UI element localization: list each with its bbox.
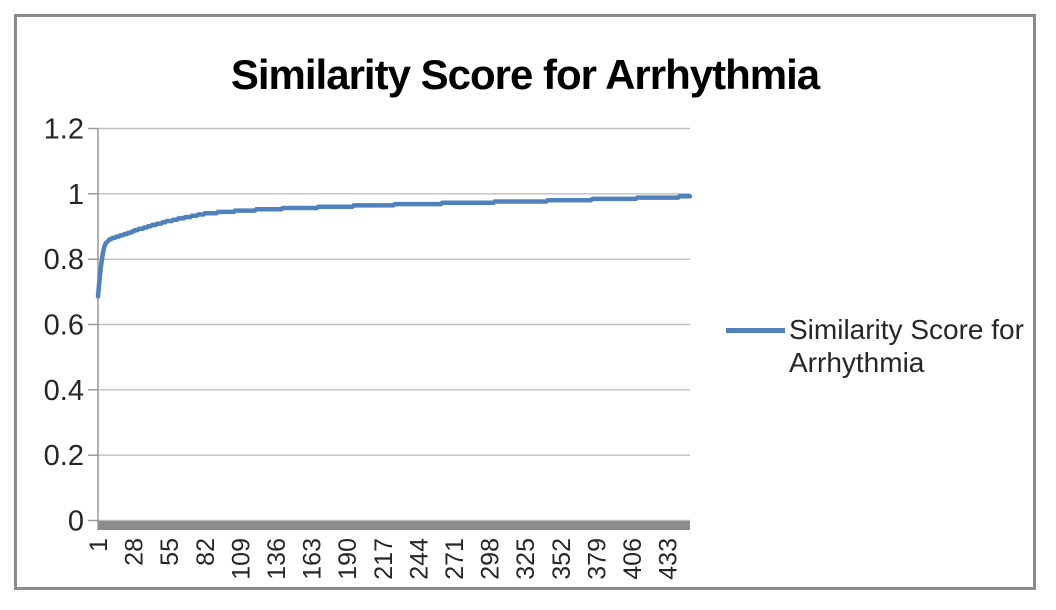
x-tick-label: 352 xyxy=(548,538,576,580)
x-axis-thick-bar xyxy=(98,521,690,530)
x-tick-label: 406 xyxy=(619,538,647,580)
x-tick-label: 190 xyxy=(334,538,362,580)
legend-label-line2: Arrhythmia xyxy=(789,347,925,378)
x-tick-label: 379 xyxy=(583,538,611,580)
x-tick-label: 55 xyxy=(156,538,184,566)
y-tick-label: 0.6 xyxy=(44,310,84,342)
x-tick-label: 163 xyxy=(299,538,327,580)
series-line xyxy=(95,194,693,299)
x-tick-label: 325 xyxy=(512,538,540,580)
y-tick-label: 1.2 xyxy=(44,114,84,146)
y-tick-label: 0.2 xyxy=(44,440,84,472)
x-tick-label: 298 xyxy=(477,538,505,580)
x-tick-label: 82 xyxy=(192,538,220,566)
y-tick-label: 0.4 xyxy=(44,375,84,407)
x-tick-label: 28 xyxy=(121,538,149,566)
gridlines xyxy=(98,127,690,522)
x-tick-label: 433 xyxy=(655,538,683,580)
y-tick-label: 0 xyxy=(68,506,84,538)
x-tick-label: 109 xyxy=(227,538,255,580)
y-tick-label: 1 xyxy=(68,179,84,211)
legend: Similarity Score for Arrhythmia xyxy=(726,314,1024,378)
y-axis-ticks xyxy=(88,127,98,522)
x-tick-label: 271 xyxy=(441,538,469,580)
x-tick-label: 244 xyxy=(405,538,433,580)
x-axis-labels: 1 28 55 82 109 136 163 190 217 244 271 298 325 352 379… xyxy=(85,538,683,580)
legend-label-line1: Similarity Score for xyxy=(789,314,1024,345)
y-tick-label: 0.8 xyxy=(44,244,84,276)
chart-container: Similarity Score for Arrhythmia xyxy=(14,14,1036,590)
chart-title: Similarity Score for Arrhythmia xyxy=(230,51,820,98)
x-tick-label: 1 xyxy=(85,538,113,552)
x-tick-label: 217 xyxy=(370,538,398,580)
x-tick-label: 136 xyxy=(263,538,291,580)
y-axis-labels: 1.2 1 0.8 0.6 0.4 0.2 0 xyxy=(44,114,84,538)
